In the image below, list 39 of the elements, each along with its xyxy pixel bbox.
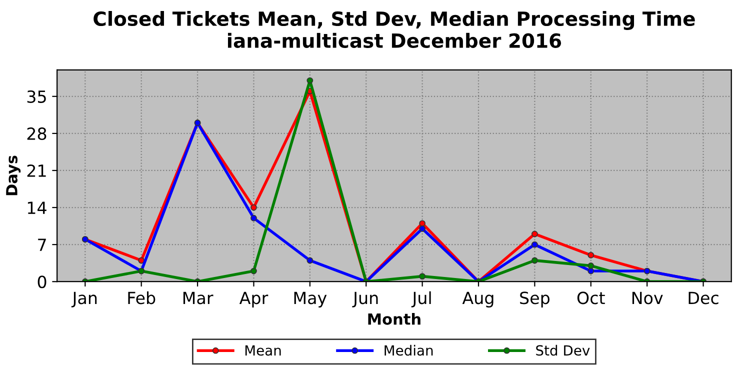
point — [588, 268, 594, 274]
x-tick-label: May — [294, 292, 327, 308]
legend-label: Median — [384, 344, 433, 356]
chart-title: Closed Tickets Mean, Std Dev, Median Processing Time iana-multicast December 2016 — [94, 11, 695, 48]
x-tick-label: Sep — [520, 292, 550, 308]
point — [419, 273, 426, 280]
point — [531, 257, 538, 264]
y-tick-label: 21 — [27, 164, 46, 177]
x-tick-label: Jan — [71, 292, 97, 308]
y-tick-label: 28 — [27, 127, 46, 140]
point — [250, 268, 257, 274]
point — [138, 257, 145, 264]
point — [250, 214, 257, 222]
x-tick-label: Jul — [411, 291, 431, 308]
x-tick-label: Dec — [688, 292, 718, 304]
x-tick-label: Aug — [462, 292, 494, 308]
x-tick-label: Apr — [239, 292, 268, 308]
point — [419, 225, 426, 232]
point — [531, 230, 538, 238]
point — [588, 262, 594, 269]
y-tick-label: 7 — [38, 238, 46, 251]
x-tick-label: Jun — [352, 292, 378, 308]
x-tick-label: Nov — [632, 292, 663, 304]
point — [250, 204, 257, 211]
x-tick-label: Mar — [183, 292, 214, 304]
legend-label: Mean — [245, 345, 281, 356]
point — [531, 241, 538, 248]
point — [306, 257, 314, 264]
x-tick-label: Feb — [128, 291, 156, 304]
x-axis-title: Month — [368, 313, 420, 325]
x-tick-label: Oct — [577, 292, 605, 304]
y-tick-label: 0 — [38, 276, 46, 288]
point — [306, 77, 314, 84]
y-axis-title: Days — [6, 156, 21, 196]
legend-label: Std Dev — [536, 344, 590, 356]
y-tick-label: 14 — [28, 202, 46, 214]
y-tick-label: 35 — [27, 90, 46, 103]
point — [588, 252, 594, 258]
point — [419, 220, 426, 227]
